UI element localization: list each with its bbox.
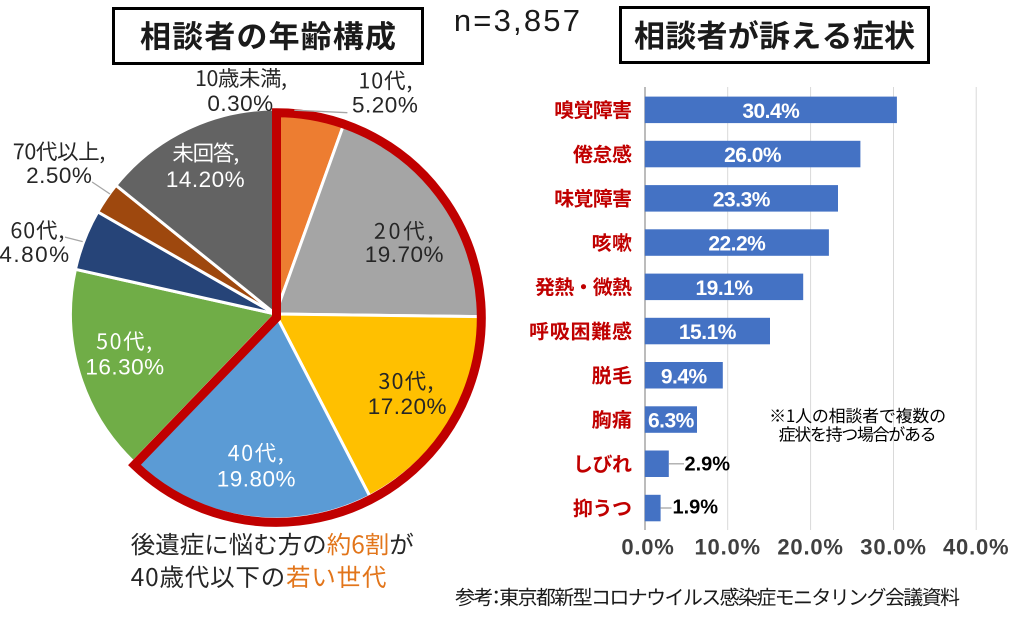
svg-text:17.20%: 17.20% [368, 394, 447, 419]
svg-text:16.30%: 16.30% [85, 355, 164, 380]
svg-text:20.0%: 20.0% [777, 535, 843, 560]
svg-text:22.2%: 22.2% [708, 233, 766, 256]
svg-text:15.1%: 15.1% [679, 321, 737, 344]
svg-text:26.0%: 26.0% [724, 144, 782, 167]
svg-text:n=3,857: n=3,857 [454, 3, 582, 38]
svg-text:30.4%: 30.4% [742, 100, 800, 123]
svg-text:30.0%: 30.0% [860, 535, 926, 560]
svg-text:23.3%: 23.3% [713, 188, 771, 211]
svg-text:10.0%: 10.0% [695, 535, 761, 560]
svg-text:0.0%: 0.0% [621, 535, 674, 560]
svg-text:19.1%: 19.1% [695, 277, 753, 300]
svg-text:19.70%: 19.70% [365, 242, 444, 267]
svg-text:2.50%: 2.50% [26, 163, 92, 188]
svg-text:19.80%: 19.80% [217, 467, 296, 492]
svg-text:5.20%: 5.20% [352, 92, 418, 117]
svg-text:14.20%: 14.20% [166, 167, 245, 192]
svg-text:4.80%: 4.80% [0, 242, 71, 267]
svg-text:6.3%: 6.3% [648, 410, 695, 433]
svg-text:9.4%: 9.4% [661, 365, 708, 388]
svg-text:2.9%: 2.9% [685, 453, 731, 475]
svg-text:0.30%: 0.30% [207, 91, 273, 116]
svg-text:1.9%: 1.9% [673, 497, 719, 519]
svg-text:40.0%: 40.0% [943, 535, 1009, 560]
